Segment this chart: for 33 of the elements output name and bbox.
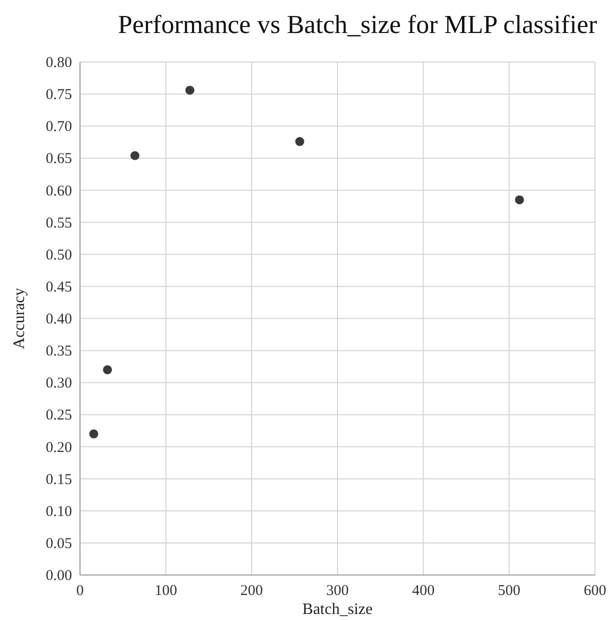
- point: [89, 429, 98, 438]
- point: [130, 151, 140, 160]
- x-tick-label: 200: [240, 583, 263, 599]
- chart-title: Performance vs Batch_size for MLP classifier: [118, 10, 598, 39]
- y-tick-label: 0.30: [46, 376, 72, 392]
- y-tick-label: 0.65: [46, 151, 72, 168]
- y-tick-label: 0.20: [46, 440, 72, 456]
- y-tick-label: 0.10: [46, 504, 72, 520]
- y-tick-label: 0.70: [46, 119, 72, 136]
- x-tick-label: 400: [412, 583, 435, 599]
- y-tick-label: 0.55: [46, 215, 72, 232]
- y-axis-title: Accuracy: [11, 288, 28, 350]
- y-tick-label: 0.45: [46, 279, 72, 296]
- y-tick-label: 0.25: [46, 408, 72, 424]
- x-tick-label: 500: [498, 583, 520, 599]
- point: [514, 195, 524, 204]
- x-tick-label: 0: [76, 583, 84, 599]
- y-tick-label: 0.05: [46, 536, 72, 552]
- y-tick-label: 0.40: [46, 312, 72, 328]
- y-tick-label: 0.35: [46, 344, 72, 360]
- y-tick-label: 0.75: [46, 87, 72, 104]
- point: [185, 86, 194, 95]
- x-tick-label: 600: [584, 583, 606, 599]
- y-tick-label: 0.80: [46, 55, 72, 71]
- x-tick-label: 100: [154, 583, 178, 599]
- y-tick-label: 0.50: [46, 247, 72, 264]
- x-tick-label: 300: [326, 583, 349, 599]
- point: [295, 137, 304, 146]
- y-tick-label: 0.60: [46, 183, 72, 200]
- point: [102, 365, 112, 374]
- y-tick-label: 0.00: [46, 568, 72, 584]
- x-axis-title: Batch_size: [302, 601, 373, 618]
- y-tick-label: 0.15: [46, 472, 72, 488]
